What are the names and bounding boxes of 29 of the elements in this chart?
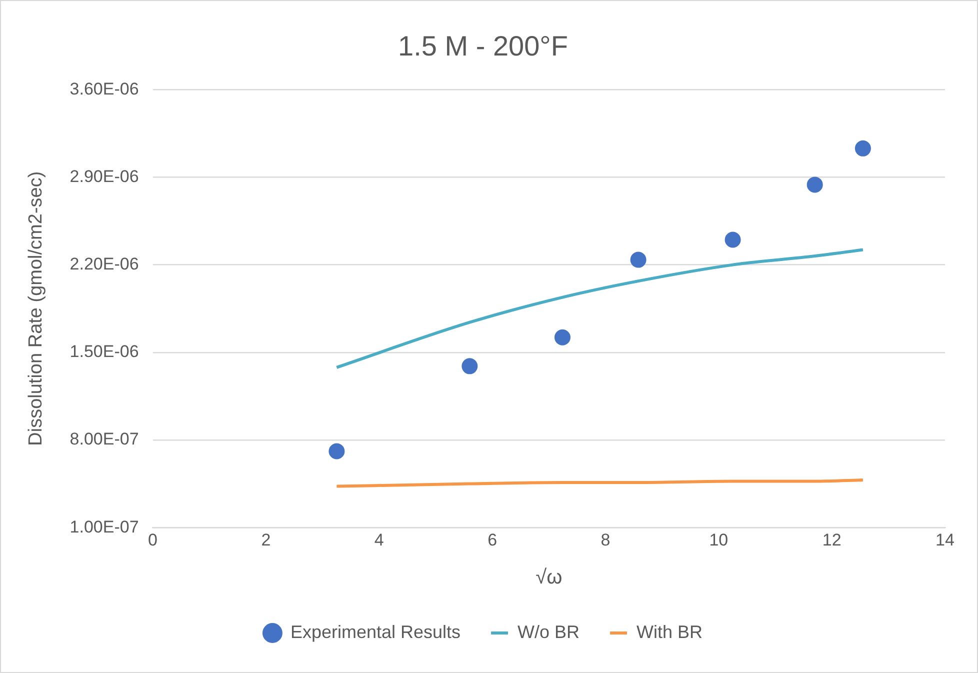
x-tick-label: 8 (600, 530, 610, 550)
x-tick-label: 12 (822, 530, 842, 550)
y-tick-label: 8.00E-07 (70, 430, 139, 449)
x-tick-label: 4 (374, 530, 384, 550)
point (630, 252, 646, 268)
point (806, 176, 823, 193)
point (554, 329, 570, 346)
chart-title: 1.5 M - 200°F (398, 30, 568, 62)
legend-label: W/o BR (518, 622, 580, 642)
x-tick-label: 0 (148, 530, 158, 550)
y-tick-label: 1.50E-06 (70, 342, 139, 362)
point (328, 443, 345, 460)
line-series (335, 478, 864, 488)
y-tick-label: 3.60E-06 (70, 79, 139, 98)
x-tick-label: 10 (709, 530, 728, 550)
y-axis-title: Dissolution Rate (gmol/cm2-sec) (26, 171, 47, 446)
point (724, 232, 741, 248)
point (462, 358, 478, 374)
legend-label: Experimental Results (290, 622, 461, 642)
y-tick-label: 2.90E-06 (70, 166, 139, 186)
legend-label: With BR (636, 622, 703, 642)
x-tick-label: 6 (488, 530, 498, 550)
line-series (335, 248, 864, 369)
x-tick-label: 2 (261, 530, 271, 550)
x-tick-label: 14 (936, 530, 954, 550)
y-tick-label: 2.20E-06 (70, 254, 139, 274)
point (854, 140, 871, 156)
x-axis-title: √ω (536, 566, 562, 589)
y-tick-label: 1.00E-07 (70, 517, 139, 536)
